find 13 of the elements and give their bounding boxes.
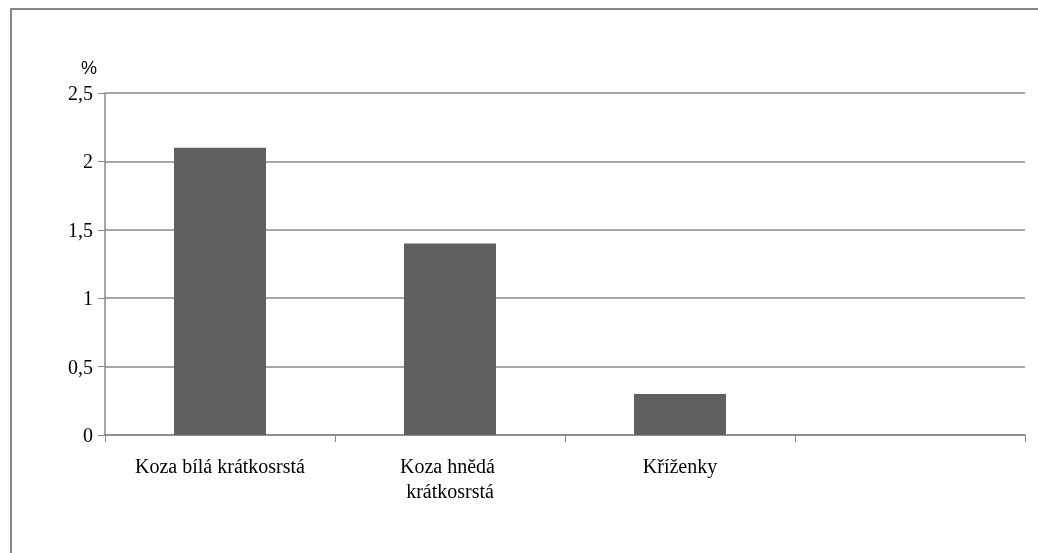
x-tick-label: Koza hnědá krátkosrstá [400, 454, 500, 502]
y-tick-label: 0,5 [68, 355, 93, 378]
x-tick-label: Kříženky [642, 454, 718, 478]
bar [404, 243, 496, 435]
y-tick-label: 2,5 [68, 82, 93, 104]
y-axis-title: % [80, 58, 97, 78]
bar [634, 393, 726, 435]
y-tick-label: 1,5 [68, 218, 93, 241]
bar [174, 147, 266, 435]
y-tick-label: 1 [83, 287, 93, 310]
y-tick-label: 0 [83, 424, 93, 446]
x-tick-label: Koza bílá krátkosrstá [135, 454, 306, 477]
y-tick-label: 2 [83, 150, 93, 173]
